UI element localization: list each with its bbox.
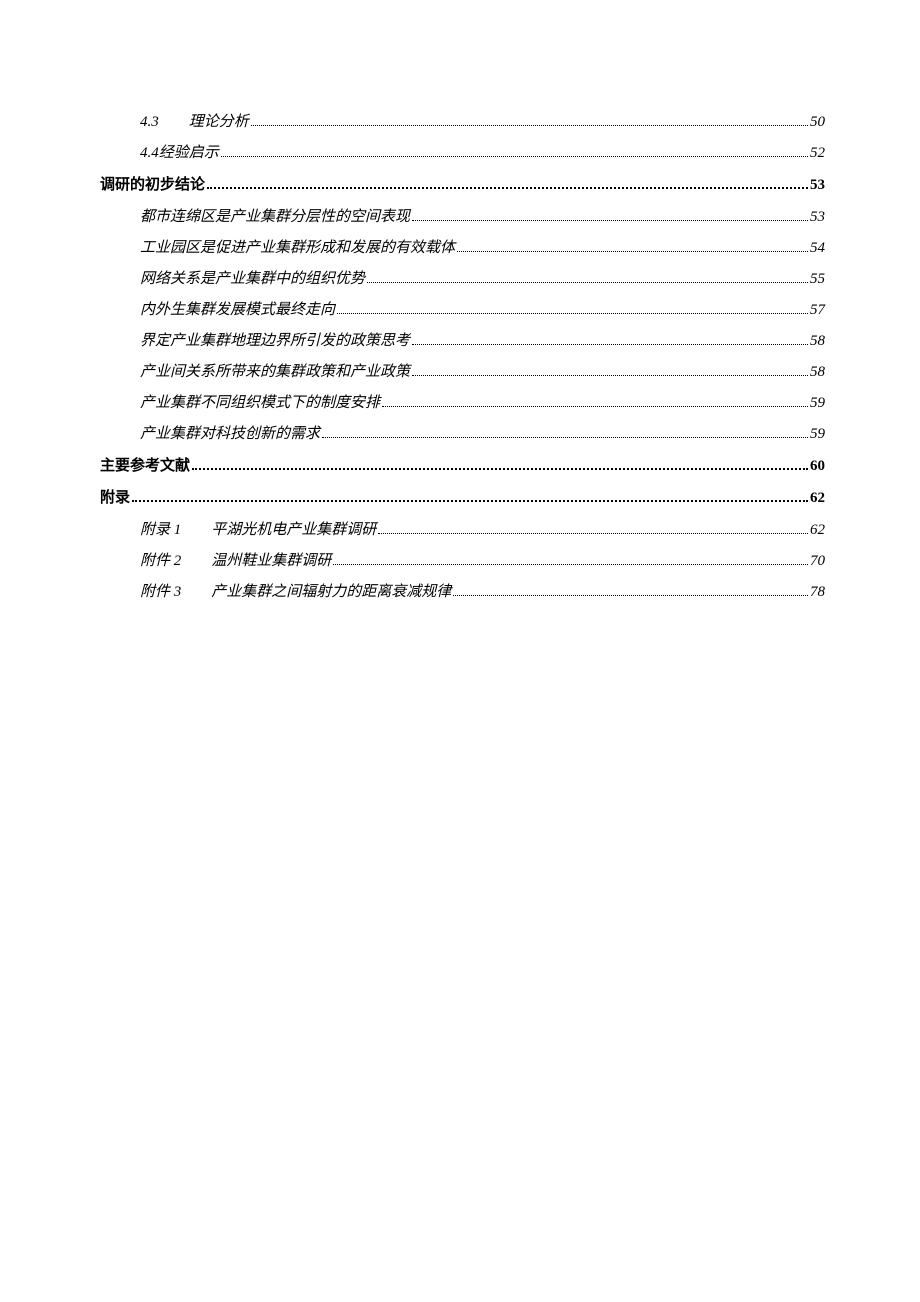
toc-entry-label: 平湖光机电产业集群调研: [211, 518, 376, 542]
toc-entry: 产业集群不同组织模式下的制度安排 59: [100, 391, 825, 415]
toc-entry-prefix: 附件 2: [140, 549, 181, 573]
toc-entry: 工业园区是促进产业集群形成和发展的有效载体 54: [100, 236, 825, 260]
toc-entry: 内外生集群发展模式最终走向 57: [100, 298, 825, 322]
toc-entry: 附件 2 温州鞋业集群调研 70: [100, 549, 825, 573]
toc-entry-label: 都市连绵区是产业集群分层性的空间表现: [140, 205, 410, 229]
toc-entry-label: 产业集群对科技创新的需求: [140, 422, 320, 446]
toc-dot-leader: [412, 344, 808, 345]
toc-dot-leader: [192, 468, 808, 470]
toc-entry-page: 52: [810, 141, 825, 165]
toc-entry-page: 62: [810, 486, 825, 510]
toc-entry-page: 59: [810, 422, 825, 446]
toc-entry: 附录 1 平湖光机电产业集群调研 62: [100, 518, 825, 542]
toc-entry: 产业集群对科技创新的需求 59: [100, 422, 825, 446]
toc-entry-label: 主要参考文献: [100, 454, 190, 478]
toc-entry: 4.3 理论分析 50: [100, 110, 825, 134]
toc-entry-page: 53: [810, 205, 825, 229]
toc-dot-leader: [367, 282, 808, 283]
toc-entry: 调研的初步结论 53: [100, 173, 825, 197]
toc-entry: 主要参考文献 60: [100, 454, 825, 478]
toc-dot-leader: [221, 156, 808, 157]
toc-entry-label: 温州鞋业集群调研: [211, 549, 331, 573]
toc-dot-leader: [207, 187, 808, 189]
toc-entry-label: 附录: [100, 486, 130, 510]
toc-entry-prefix: 4.4: [140, 141, 159, 165]
toc-entry-page: 59: [810, 391, 825, 415]
toc-dot-leader: [412, 375, 808, 376]
toc-entry-page: 58: [810, 360, 825, 384]
toc-entry-label: 产业集群之间辐射力的距离衰减规律: [211, 580, 451, 604]
toc-entry-label: 产业集群不同组织模式下的制度安排: [140, 391, 380, 415]
toc-dot-leader: [382, 406, 808, 407]
toc-entry-label: 经验启示: [159, 141, 219, 165]
toc-entry-label: 工业园区是促进产业集群形成和发展的有效载体: [140, 236, 455, 260]
toc-entry: 界定产业集群地理边界所引发的政策思考 58: [100, 329, 825, 353]
table-of-contents: 4.3理论分析504.4 经验启示52调研的初步结论53都市连绵区是产业集群分层…: [100, 110, 825, 604]
toc-entry-page: 60: [810, 454, 825, 478]
toc-entry-label: 产业间关系所带来的集群政策和产业政策: [140, 360, 410, 384]
toc-entry-prefix: 附件 3: [140, 580, 181, 604]
toc-entry: 产业间关系所带来的集群政策和产业政策 58: [100, 360, 825, 384]
toc-entry: 都市连绵区是产业集群分层性的空间表现 53: [100, 205, 825, 229]
toc-entry-page: 57: [810, 298, 825, 322]
toc-dot-leader: [453, 595, 808, 596]
toc-dot-leader: [412, 220, 808, 221]
toc-entry-label: 调研的初步结论: [100, 173, 205, 197]
toc-entry: 附件 3 产业集群之间辐射力的距离衰减规律 78: [100, 580, 825, 604]
toc-dot-leader: [251, 125, 808, 126]
toc-entry-page: 53: [810, 173, 825, 197]
toc-entry-page: 78: [810, 580, 825, 604]
toc-dot-leader: [378, 533, 808, 534]
toc-entry: 4.4 经验启示 52: [100, 141, 825, 165]
toc-entry-page: 62: [810, 518, 825, 542]
toc-dot-leader: [333, 564, 808, 565]
toc-entry-prefix: 附录 1: [140, 518, 181, 542]
toc-entry-label: 内外生集群发展模式最终走向: [140, 298, 335, 322]
toc-entry-page: 54: [810, 236, 825, 260]
toc-entry: 网络关系是产业集群中的组织优势 55: [100, 267, 825, 291]
toc-entry-page: 58: [810, 329, 825, 353]
toc-dot-leader: [322, 437, 808, 438]
toc-dot-leader: [337, 313, 808, 314]
toc-entry-label: 界定产业集群地理边界所引发的政策思考: [140, 329, 410, 353]
toc-entry-label: 网络关系是产业集群中的组织优势: [140, 267, 365, 291]
toc-entry-prefix: 4.3: [140, 110, 159, 134]
toc-entry-label: 理论分析: [189, 110, 249, 134]
toc-entry-page: 55: [810, 267, 825, 291]
toc-entry-page: 70: [810, 549, 825, 573]
toc-entry-page: 50: [810, 110, 825, 134]
toc-entry: 附录 62: [100, 486, 825, 510]
toc-dot-leader: [457, 251, 808, 252]
toc-dot-leader: [132, 500, 808, 502]
